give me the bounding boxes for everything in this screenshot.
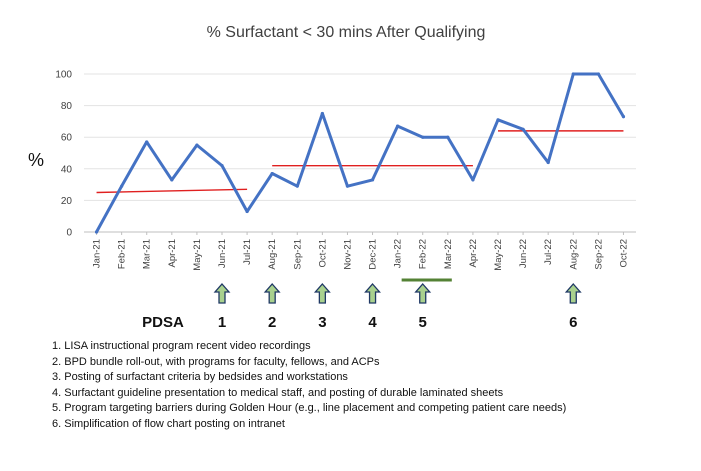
- x-tick-label: Jun-22: [518, 239, 529, 268]
- x-tick-label: May-22: [493, 239, 504, 271]
- x-tick-label: Jul-21: [242, 239, 253, 265]
- x-tick-label: Nov-21: [342, 239, 353, 270]
- x-axis-ticks: Jan-21 Feb-21 Mar-21 Apr-21 May-21 Jun-21 Jul-…: [92, 232, 629, 271]
- data-series: [94, 72, 626, 234]
- y-tick-label: 60: [61, 133, 73, 144]
- pdsa-note: 3. Posting of surfactant criteria by bed…: [52, 371, 348, 384]
- data-point: [120, 184, 124, 188]
- pdsa-markers: PDSA 1 2 3 4 5 6: [142, 278, 582, 331]
- data-point: [220, 164, 224, 168]
- pdsa-note: 6. Simplification of flow chart posting …: [52, 417, 285, 430]
- pdsa-note: 2. BPD bundle roll-out, with programs fo…: [52, 355, 380, 368]
- pdsa-arrow-icon: [313, 283, 331, 304]
- pdsa-arrow-icon: [213, 283, 231, 304]
- median-line: [96, 188, 248, 194]
- x-tick-label: Mar-22: [443, 239, 454, 269]
- data-point: [170, 178, 174, 182]
- y-tick-label: 40: [61, 164, 73, 175]
- data-point: [195, 143, 199, 147]
- x-tick-label: Jan-21: [92, 239, 103, 268]
- data-point: [270, 171, 274, 176]
- data-point: [295, 184, 299, 188]
- data-point: [396, 124, 400, 128]
- chart: % Surfactant < 30 mins After Qualifying …: [28, 24, 636, 331]
- y-axis-ticks: 0 20 40 60 80 100: [55, 70, 72, 239]
- pdsa-number: 2: [268, 314, 276, 331]
- y-axis-label: %: [28, 150, 44, 170]
- y-tick-label: 100: [55, 70, 72, 81]
- data-point: [471, 178, 475, 182]
- pdsa-number: 6: [569, 314, 577, 331]
- x-tick-label: Oct-21: [317, 239, 328, 268]
- x-tick-label: Jan-22: [393, 239, 404, 268]
- x-tick-label: Feb-22: [418, 239, 429, 269]
- x-tick-label: Apr-21: [167, 239, 178, 268]
- data-point: [621, 115, 626, 119]
- data-point: [596, 72, 600, 76]
- y-tick-label: 0: [66, 228, 72, 239]
- data-point: [370, 178, 375, 182]
- data-point: [94, 230, 99, 234]
- data-point: [521, 127, 525, 131]
- data-point: [496, 118, 500, 122]
- pdsa-number: 4: [368, 314, 377, 331]
- pdsa-arrow-icon: [263, 283, 281, 304]
- pdsa-note: 1. LISA instructional program recent vid…: [52, 340, 311, 352]
- y-tick-label: 80: [61, 101, 73, 112]
- x-tick-label: Sep-22: [593, 239, 604, 270]
- data-point: [421, 135, 425, 139]
- x-tick-label: Jun-21: [217, 239, 228, 268]
- pdsa-number: 3: [318, 314, 326, 331]
- pdsa-arrow-icon: [364, 283, 381, 304]
- series-line: [95, 72, 625, 234]
- x-tick-label: Dec-21: [368, 239, 379, 270]
- pdsa-note: 5. Program targeting barriers during Gol…: [52, 402, 567, 415]
- x-tick-label: May-21: [192, 239, 203, 271]
- gridlines: [84, 73, 636, 233]
- pdsa-number: 1: [218, 314, 226, 331]
- y-tick-label: 20: [61, 196, 73, 207]
- pdsa-arrow-icon: [564, 283, 582, 304]
- data-point: [446, 135, 450, 139]
- x-tick-label: Aug-21: [267, 239, 278, 270]
- x-tick-label: Feb-21: [117, 239, 128, 269]
- pdsa-note: 4. Surfactant guideline presentation to …: [52, 386, 504, 399]
- x-tick-label: Mar-21: [142, 239, 153, 269]
- pdsa-number: 5: [419, 314, 427, 331]
- data-point: [245, 209, 249, 214]
- x-tick-label: Apr-22: [468, 239, 479, 268]
- data-point: [145, 140, 149, 144]
- x-tick-label: Oct-22: [618, 239, 629, 268]
- data-point: [345, 184, 350, 188]
- data-point: [546, 160, 550, 165]
- x-tick-label: Aug-22: [568, 239, 579, 270]
- x-tick-label: Jul-22: [543, 239, 554, 265]
- chart-title: % Surfactant < 30 mins After Qualifying: [207, 24, 486, 41]
- x-tick-label: Sep-21: [292, 239, 303, 270]
- data-point: [320, 111, 324, 116]
- pdsa-notes-list: 1. LISA instructional program recent vid…: [52, 339, 566, 433]
- data-point: [571, 72, 575, 76]
- pdsa-label: PDSA: [142, 314, 184, 331]
- pdsa-arrow-icon: [414, 283, 432, 304]
